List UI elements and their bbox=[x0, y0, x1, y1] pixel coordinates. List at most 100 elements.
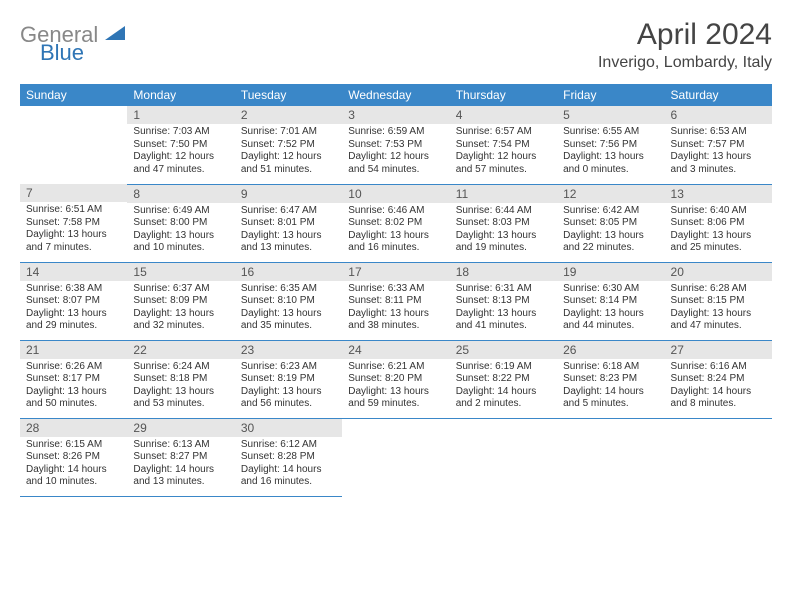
weekday-header: Monday bbox=[127, 84, 234, 106]
calendar-day-cell: 29Sunrise: 6:13 AMSunset: 8:27 PMDayligh… bbox=[127, 418, 234, 496]
sunset-text: Sunset: 8:09 PM bbox=[133, 295, 228, 308]
day-content: Sunrise: 7:01 AMSunset: 7:52 PMDaylight:… bbox=[235, 124, 342, 180]
sunrise-text: Sunrise: 6:46 AM bbox=[348, 205, 443, 218]
day-number: 23 bbox=[235, 341, 342, 359]
day-content: Sunrise: 6:26 AMSunset: 8:17 PMDaylight:… bbox=[20, 359, 127, 415]
sunset-text: Sunset: 8:06 PM bbox=[671, 217, 766, 230]
day-content: Sunrise: 6:23 AMSunset: 8:19 PMDaylight:… bbox=[235, 359, 342, 415]
day-content: Sunrise: 6:53 AMSunset: 7:57 PMDaylight:… bbox=[665, 124, 772, 180]
sunrise-text: Sunrise: 6:15 AM bbox=[26, 439, 121, 452]
day-content: Sunrise: 6:16 AMSunset: 8:24 PMDaylight:… bbox=[665, 359, 772, 415]
sunrise-text: Sunrise: 6:47 AM bbox=[241, 205, 336, 218]
sunrise-text: Sunrise: 6:51 AM bbox=[26, 204, 121, 217]
daylight-text: Daylight: 12 hours and 54 minutes. bbox=[348, 151, 443, 176]
daylight-text: Daylight: 14 hours and 8 minutes. bbox=[671, 386, 766, 411]
calendar-day-cell: 24Sunrise: 6:21 AMSunset: 8:20 PMDayligh… bbox=[342, 340, 449, 418]
day-number: 15 bbox=[127, 263, 234, 281]
daylight-text: Daylight: 13 hours and 50 minutes. bbox=[26, 386, 121, 411]
calendar-day-cell: . bbox=[342, 418, 449, 496]
calendar-day-cell: 23Sunrise: 6:23 AMSunset: 8:19 PMDayligh… bbox=[235, 340, 342, 418]
sunset-text: Sunset: 8:01 PM bbox=[241, 217, 336, 230]
sunrise-text: Sunrise: 6:13 AM bbox=[133, 439, 228, 452]
sunset-text: Sunset: 8:14 PM bbox=[563, 295, 658, 308]
sunset-text: Sunset: 8:11 PM bbox=[348, 295, 443, 308]
calendar-day-cell: 4Sunrise: 6:57 AMSunset: 7:54 PMDaylight… bbox=[450, 106, 557, 184]
calendar-day-cell: 30Sunrise: 6:12 AMSunset: 8:28 PMDayligh… bbox=[235, 418, 342, 496]
sunrise-text: Sunrise: 6:30 AM bbox=[563, 283, 658, 296]
day-content: Sunrise: 6:21 AMSunset: 8:20 PMDaylight:… bbox=[342, 359, 449, 415]
day-content: Sunrise: 6:33 AMSunset: 8:11 PMDaylight:… bbox=[342, 281, 449, 337]
day-content: Sunrise: 6:55 AMSunset: 7:56 PMDaylight:… bbox=[557, 124, 664, 180]
sunrise-text: Sunrise: 6:19 AM bbox=[456, 361, 551, 374]
sunset-text: Sunset: 8:24 PM bbox=[671, 373, 766, 386]
sunrise-text: Sunrise: 6:35 AM bbox=[241, 283, 336, 296]
daylight-text: Daylight: 12 hours and 47 minutes. bbox=[133, 151, 228, 176]
calendar-day-cell: . bbox=[450, 418, 557, 496]
sunset-text: Sunset: 7:56 PM bbox=[563, 139, 658, 152]
sunrise-text: Sunrise: 6:49 AM bbox=[133, 205, 228, 218]
daylight-text: Daylight: 12 hours and 51 minutes. bbox=[241, 151, 336, 176]
daylight-text: Daylight: 13 hours and 25 minutes. bbox=[671, 230, 766, 255]
month-title: April 2024 bbox=[598, 18, 772, 52]
day-content: Sunrise: 6:18 AMSunset: 8:23 PMDaylight:… bbox=[557, 359, 664, 415]
calendar-day-cell: 7Sunrise: 6:51 AMSunset: 7:58 PMDaylight… bbox=[20, 184, 127, 262]
sunrise-text: Sunrise: 6:57 AM bbox=[456, 126, 551, 139]
daylight-text: Daylight: 13 hours and 16 minutes. bbox=[348, 230, 443, 255]
sunset-text: Sunset: 8:00 PM bbox=[133, 217, 228, 230]
sunrise-text: Sunrise: 6:42 AM bbox=[563, 205, 658, 218]
day-number: 2 bbox=[235, 106, 342, 124]
day-number: 30 bbox=[235, 419, 342, 437]
day-content: Sunrise: 6:40 AMSunset: 8:06 PMDaylight:… bbox=[665, 203, 772, 259]
day-content: Sunrise: 6:35 AMSunset: 8:10 PMDaylight:… bbox=[235, 281, 342, 337]
daylight-text: Daylight: 13 hours and 56 minutes. bbox=[241, 386, 336, 411]
sunset-text: Sunset: 7:57 PM bbox=[671, 139, 766, 152]
day-number: 5 bbox=[557, 106, 664, 124]
daylight-text: Daylight: 12 hours and 57 minutes. bbox=[456, 151, 551, 176]
day-number: 24 bbox=[342, 341, 449, 359]
sunset-text: Sunset: 8:26 PM bbox=[26, 451, 121, 464]
daylight-text: Daylight: 13 hours and 29 minutes. bbox=[26, 308, 121, 333]
daylight-text: Daylight: 13 hours and 3 minutes. bbox=[671, 151, 766, 176]
calendar-day-cell: 20Sunrise: 6:28 AMSunset: 8:15 PMDayligh… bbox=[665, 262, 772, 340]
sunset-text: Sunset: 8:27 PM bbox=[133, 451, 228, 464]
calendar-day-cell: 17Sunrise: 6:33 AMSunset: 8:11 PMDayligh… bbox=[342, 262, 449, 340]
calendar-day-cell: 18Sunrise: 6:31 AMSunset: 8:13 PMDayligh… bbox=[450, 262, 557, 340]
sunset-text: Sunset: 8:07 PM bbox=[26, 295, 121, 308]
day-content: Sunrise: 6:44 AMSunset: 8:03 PMDaylight:… bbox=[450, 203, 557, 259]
day-content: Sunrise: 6:19 AMSunset: 8:22 PMDaylight:… bbox=[450, 359, 557, 415]
sunrise-text: Sunrise: 6:44 AM bbox=[456, 205, 551, 218]
day-number: 10 bbox=[342, 185, 449, 203]
day-number: 25 bbox=[450, 341, 557, 359]
day-content: Sunrise: 6:37 AMSunset: 8:09 PMDaylight:… bbox=[127, 281, 234, 337]
calendar-day-cell: . bbox=[665, 418, 772, 496]
sunset-text: Sunset: 8:18 PM bbox=[133, 373, 228, 386]
daylight-text: Daylight: 13 hours and 0 minutes. bbox=[563, 151, 658, 176]
weekday-header-row: Sunday Monday Tuesday Wednesday Thursday… bbox=[20, 84, 772, 106]
calendar-week-row: 14Sunrise: 6:38 AMSunset: 8:07 PMDayligh… bbox=[20, 262, 772, 340]
calendar-day-cell: . bbox=[20, 106, 127, 184]
sunrise-text: Sunrise: 6:31 AM bbox=[456, 283, 551, 296]
day-content: Sunrise: 6:24 AMSunset: 8:18 PMDaylight:… bbox=[127, 359, 234, 415]
daylight-text: Daylight: 13 hours and 44 minutes. bbox=[563, 308, 658, 333]
title-block: April 2024 Inverigo, Lombardy, Italy bbox=[598, 18, 772, 72]
day-content: Sunrise: 7:03 AMSunset: 7:50 PMDaylight:… bbox=[127, 124, 234, 180]
sunrise-text: Sunrise: 6:33 AM bbox=[348, 283, 443, 296]
daylight-text: Daylight: 14 hours and 10 minutes. bbox=[26, 464, 121, 489]
day-content: Sunrise: 6:57 AMSunset: 7:54 PMDaylight:… bbox=[450, 124, 557, 180]
sunset-text: Sunset: 8:10 PM bbox=[241, 295, 336, 308]
day-number: 9 bbox=[235, 185, 342, 203]
day-number: 29 bbox=[127, 419, 234, 437]
calendar-day-cell: 26Sunrise: 6:18 AMSunset: 8:23 PMDayligh… bbox=[557, 340, 664, 418]
calendar-week-row: 28Sunrise: 6:15 AMSunset: 8:26 PMDayligh… bbox=[20, 418, 772, 496]
daylight-text: Daylight: 13 hours and 47 minutes. bbox=[671, 308, 766, 333]
sunset-text: Sunset: 7:54 PM bbox=[456, 139, 551, 152]
daylight-text: Daylight: 13 hours and 7 minutes. bbox=[26, 229, 121, 254]
day-content: Sunrise: 6:46 AMSunset: 8:02 PMDaylight:… bbox=[342, 203, 449, 259]
sunrise-text: Sunrise: 6:59 AM bbox=[348, 126, 443, 139]
day-number: 19 bbox=[557, 263, 664, 281]
day-number: 11 bbox=[450, 185, 557, 203]
sunrise-text: Sunrise: 6:23 AM bbox=[241, 361, 336, 374]
day-number: 16 bbox=[235, 263, 342, 281]
calendar-day-cell: 12Sunrise: 6:42 AMSunset: 8:05 PMDayligh… bbox=[557, 184, 664, 262]
day-number: 20 bbox=[665, 263, 772, 281]
